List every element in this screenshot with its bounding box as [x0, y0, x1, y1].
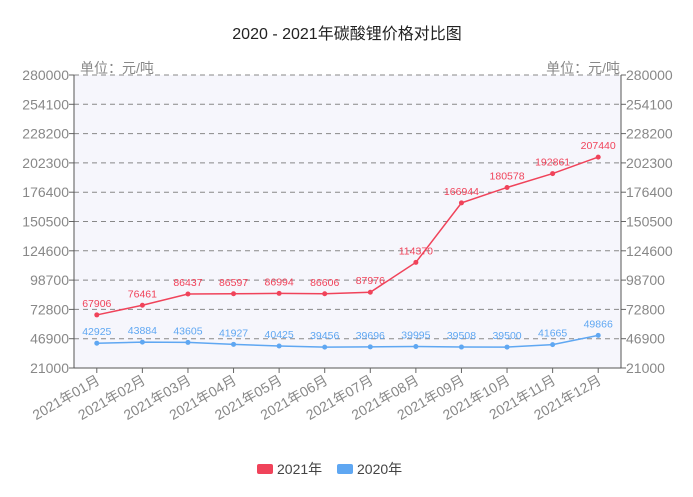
y-tick-label-right: 202300: [626, 155, 673, 171]
y-tick-label-right: 254100: [626, 96, 673, 112]
data-point[interactable]: [139, 302, 145, 308]
data-point[interactable]: [504, 344, 510, 350]
y-tick-label-left: 21000: [30, 360, 69, 376]
data-label: 207440: [581, 140, 616, 152]
y-tick-label-right: 72800: [626, 301, 665, 317]
y-tick-label-left: 280000: [22, 67, 69, 83]
data-point[interactable]: [367, 289, 373, 295]
legend[interactable]: 2021年 2020年: [257, 461, 402, 477]
series-layer: 67906 76461 86437 86597 86994 86606 87976 11437…: [82, 140, 616, 350]
data-label: 86606: [310, 277, 339, 289]
data-point[interactable]: [595, 332, 601, 338]
data-point[interactable]: [276, 343, 282, 349]
data-label: 192861: [535, 157, 570, 169]
data-label: 41927: [219, 327, 248, 339]
y-tick-label-left: 72800: [30, 301, 69, 317]
data-point[interactable]: [231, 341, 237, 347]
data-point[interactable]: [322, 344, 328, 350]
data-point[interactable]: [458, 200, 464, 206]
y-tick-label-left: 228200: [22, 126, 69, 142]
data-point[interactable]: [322, 291, 328, 297]
data-point[interactable]: [504, 184, 510, 190]
data-point[interactable]: [413, 344, 419, 350]
data-point[interactable]: [595, 154, 601, 160]
data-label: 40425: [265, 329, 294, 341]
legend-swatch: [337, 464, 353, 474]
data-label: 67906: [82, 298, 111, 310]
x-axis: 2021年01月2021年02月2021年03月2021年04月2021年05月…: [30, 367, 621, 423]
data-point[interactable]: [550, 171, 556, 177]
y-tick-label-right: 46900: [626, 331, 665, 347]
data-point[interactable]: [94, 312, 100, 318]
unit-label-right: 单位：元/吨: [546, 60, 620, 76]
y-axis-left: 21000 46900 72800 98700 124600 150500 176400 20…: [22, 67, 75, 376]
data-label: 180578: [490, 170, 525, 182]
data-label: 87976: [356, 275, 385, 287]
data-label: 43884: [128, 325, 157, 337]
y-axis-right: 21000 46900 72800 98700 124600 150500 176400 20…: [620, 67, 673, 376]
y-tick-label-right: 124600: [626, 243, 673, 259]
data-point[interactable]: [185, 339, 191, 345]
data-label: 49866: [584, 318, 613, 330]
y-tick-label-right: 176400: [626, 184, 673, 200]
legend-label: 2021年: [277, 461, 322, 477]
y-tick-label-right: 228200: [626, 126, 673, 142]
y-tick-label-right: 21000: [626, 360, 665, 376]
data-point[interactable]: [367, 344, 373, 350]
legend-item-0[interactable]: 2021年: [257, 461, 322, 477]
data-label: 39696: [356, 330, 385, 342]
series-1: 42925 43884 43605 41927 40425 39456 39696 39995…: [82, 318, 613, 350]
series-line: [96, 334, 599, 348]
legend-swatch: [257, 464, 273, 474]
y-tick-label-left: 124600: [22, 243, 69, 259]
data-point[interactable]: [550, 342, 556, 348]
data-label: 39508: [447, 330, 476, 342]
y-tick-label-left: 202300: [22, 155, 69, 171]
y-tick-label-left: 176400: [22, 184, 69, 200]
data-label: 39456: [310, 330, 339, 342]
data-label: 86597: [219, 277, 248, 289]
data-label: 166944: [444, 186, 479, 198]
y-tick-label-left: 254100: [22, 96, 69, 112]
data-point[interactable]: [231, 291, 237, 297]
y-tick-label-right: 150500: [626, 214, 673, 230]
data-label: 39500: [492, 330, 521, 342]
data-label: 42925: [82, 326, 111, 338]
data-label: 41665: [538, 328, 567, 340]
y-tick-label-right: 280000: [626, 67, 673, 83]
y-tick-label-left: 98700: [30, 272, 69, 288]
y-tick-label-left: 150500: [22, 214, 69, 230]
data-point[interactable]: [413, 259, 419, 265]
data-point[interactable]: [185, 291, 191, 297]
data-label: 76461: [128, 288, 157, 300]
data-label: 86994: [265, 276, 294, 288]
data-point[interactable]: [139, 339, 145, 345]
data-label: 39995: [401, 330, 430, 342]
unit-label-left: 单位：元/吨: [80, 60, 154, 76]
data-point[interactable]: [458, 344, 464, 350]
chart-title: 2020 - 2021年碳酸锂价格对比图: [232, 25, 461, 43]
y-tick-label-left: 46900: [30, 331, 69, 347]
data-point[interactable]: [94, 340, 100, 346]
data-label: 43605: [173, 325, 202, 337]
data-point[interactable]: [276, 290, 282, 296]
y-tick-label-right: 98700: [626, 272, 665, 288]
data-label: 114370: [399, 245, 433, 257]
data-label: 86437: [173, 277, 202, 289]
legend-label: 2020年: [357, 461, 402, 477]
series-line: [96, 156, 599, 316]
series-0: 67906 76461 86437 86597 86994 86606 87976 11437…: [82, 140, 616, 318]
legend-item-1[interactable]: 2020年: [337, 461, 402, 477]
